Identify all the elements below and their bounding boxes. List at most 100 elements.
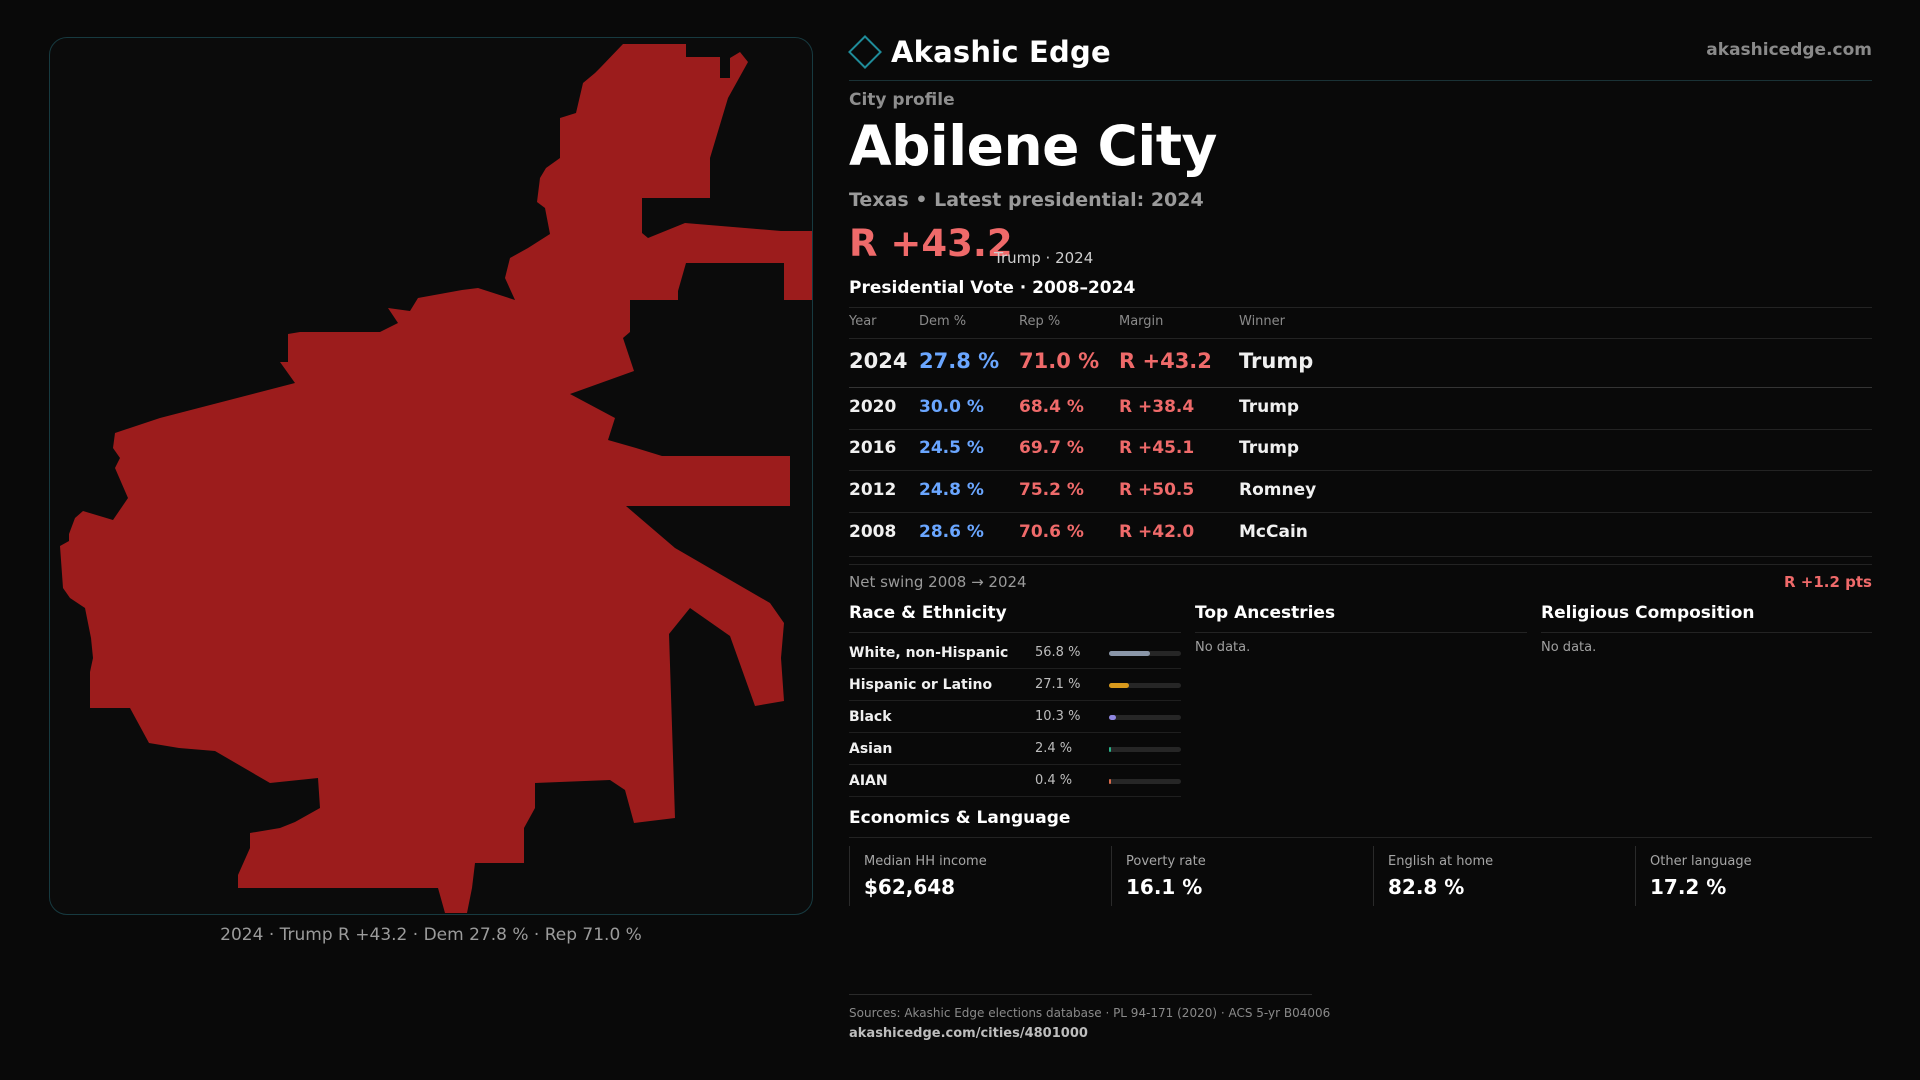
religion-section-title: Religious Composition xyxy=(1541,603,1755,623)
col-rep-header: Rep % xyxy=(1019,314,1061,329)
page-kicker: City profile xyxy=(849,90,955,110)
net-swing-value: R +1.2 pts xyxy=(1784,573,1872,591)
race-row: Hispanic or Latino 27.1 % xyxy=(849,669,1181,701)
stat-value: 17.2 % xyxy=(1650,875,1727,899)
sources-text: Sources: Akashic Edge elections database… xyxy=(849,1006,1331,1020)
site-link[interactable]: akashicedge.com xyxy=(1706,40,1872,60)
vote-table-header: Year Dem % Rep % Margin Winner xyxy=(849,314,1872,330)
row-dem: 28.6 % xyxy=(919,522,984,542)
row-year: 2008 xyxy=(849,522,897,542)
race-row: Black 10.3 % xyxy=(849,701,1181,733)
divider xyxy=(849,632,1181,633)
net-swing-label: Net swing 2008 → 2024 xyxy=(849,573,1027,591)
race-bar-track xyxy=(1109,683,1181,688)
row-rep: 71.0 % xyxy=(1019,349,1100,373)
row-margin: R +38.4 xyxy=(1119,397,1195,417)
religion-empty: No data. xyxy=(1541,640,1597,655)
race-row: White, non-Hispanic 56.8 % xyxy=(849,637,1181,669)
row-dem: 27.8 % xyxy=(919,349,1000,373)
headline-margin: R +43.2 xyxy=(849,222,1013,265)
footer-divider xyxy=(849,994,1312,995)
stat-label: Other language xyxy=(1650,854,1752,869)
city-boundary-shape xyxy=(60,44,812,913)
headline-margin-note: Trump · 2024 xyxy=(994,249,1094,267)
race-bar-fill xyxy=(1109,651,1150,656)
row-dem: 30.0 % xyxy=(919,397,984,417)
ancestries-section-title: Top Ancestries xyxy=(1195,603,1336,623)
stat-value: $62,648 xyxy=(864,875,956,899)
stat-label: Median HH income xyxy=(864,854,987,869)
row-margin: R +45.1 xyxy=(1119,438,1195,458)
divider xyxy=(849,429,1872,430)
stat-poverty-rate: Poverty rate 16.1 % xyxy=(1111,846,1373,906)
row-margin: R +42.0 xyxy=(1119,522,1195,542)
stat-value: 82.8 % xyxy=(1388,875,1465,899)
race-pct: 10.3 % xyxy=(1035,709,1081,724)
source-url-link[interactable]: akashicedge.com/cities/4801000 xyxy=(849,1026,1088,1041)
race-bar-fill xyxy=(1109,715,1116,720)
row-year: 2012 xyxy=(849,480,897,500)
row-year: 2024 xyxy=(849,349,908,373)
race-name: Black xyxy=(849,709,892,725)
race-bar-track xyxy=(1109,747,1181,752)
row-rep: 69.7 % xyxy=(1019,438,1084,458)
race-name: AIAN xyxy=(849,773,888,789)
diamond-logo-icon xyxy=(848,35,882,69)
stat-value: 16.1 % xyxy=(1126,875,1203,899)
race-name: Asian xyxy=(849,741,893,757)
row-margin: R +50.5 xyxy=(1119,480,1195,500)
city-boundary-map xyxy=(60,44,812,913)
race-row: Asian 2.4 % xyxy=(849,733,1181,765)
stat-other-language: Other language 17.2 % xyxy=(1635,846,1897,906)
brand-header[interactable]: Akashic Edge xyxy=(848,32,1111,72)
race-bar-fill xyxy=(1109,779,1111,784)
race-pct: 27.1 % xyxy=(1035,677,1081,692)
page-subtitle: Texas • Latest presidential: 2024 xyxy=(849,189,1204,211)
divider xyxy=(849,307,1872,308)
table-row: 2016 24.5 % 69.7 % R +45.1 Trump xyxy=(849,438,1872,462)
table-row: 2012 24.8 % 75.2 % R +50.5 Romney xyxy=(849,480,1872,504)
row-year: 2016 xyxy=(849,438,897,458)
divider xyxy=(849,338,1872,339)
map-caption: 2024 · Trump R +43.2 · Dem 27.8 % · Rep … xyxy=(220,925,642,945)
row-margin: R +43.2 xyxy=(1119,349,1212,373)
economics-section-title: Economics & Language xyxy=(849,808,1071,828)
stat-english-at-home: English at home 82.8 % xyxy=(1373,846,1635,906)
row-dem: 24.5 % xyxy=(919,438,984,458)
ancestries-empty: No data. xyxy=(1195,640,1251,655)
divider xyxy=(1541,632,1872,633)
row-winner: Trump xyxy=(1239,438,1300,458)
row-rep: 68.4 % xyxy=(1019,397,1084,417)
stat-label: English at home xyxy=(1388,854,1494,869)
row-year: 2020 xyxy=(849,397,897,417)
race-name: Hispanic or Latino xyxy=(849,677,993,693)
divider xyxy=(849,556,1872,557)
race-bar-track xyxy=(1109,715,1181,720)
col-margin-header: Margin xyxy=(1119,314,1164,329)
stat-median-income: Median HH income $62,648 xyxy=(849,846,1111,906)
row-rep: 75.2 % xyxy=(1019,480,1084,500)
row-winner: Romney xyxy=(1239,480,1317,500)
divider xyxy=(849,837,1872,838)
table-row: 2020 30.0 % 68.4 % R +38.4 Trump xyxy=(849,397,1872,421)
col-dem-header: Dem % xyxy=(919,314,967,329)
brand-name: Akashic Edge xyxy=(891,35,1111,69)
city-map[interactable] xyxy=(49,37,813,915)
row-winner: Trump xyxy=(1239,397,1300,417)
race-bar-track xyxy=(1109,651,1181,656)
divider xyxy=(849,512,1872,513)
race-bar-fill xyxy=(1109,747,1111,752)
table-row: 2008 28.6 % 70.6 % R +42.0 McCain xyxy=(849,522,1872,546)
race-section-title: Race & Ethnicity xyxy=(849,603,1007,623)
page-title: Abilene City xyxy=(849,114,1217,178)
race-pct: 0.4 % xyxy=(1035,773,1073,788)
divider xyxy=(1195,632,1527,633)
race-row: AIAN 0.4 % xyxy=(849,765,1181,797)
col-winner-header: Winner xyxy=(1239,314,1286,329)
divider xyxy=(849,470,1872,471)
race-bar-track xyxy=(1109,779,1181,784)
row-winner: McCain xyxy=(1239,522,1308,542)
divider xyxy=(849,564,1872,565)
race-pct: 56.8 % xyxy=(1035,645,1081,660)
row-dem: 24.8 % xyxy=(919,480,984,500)
